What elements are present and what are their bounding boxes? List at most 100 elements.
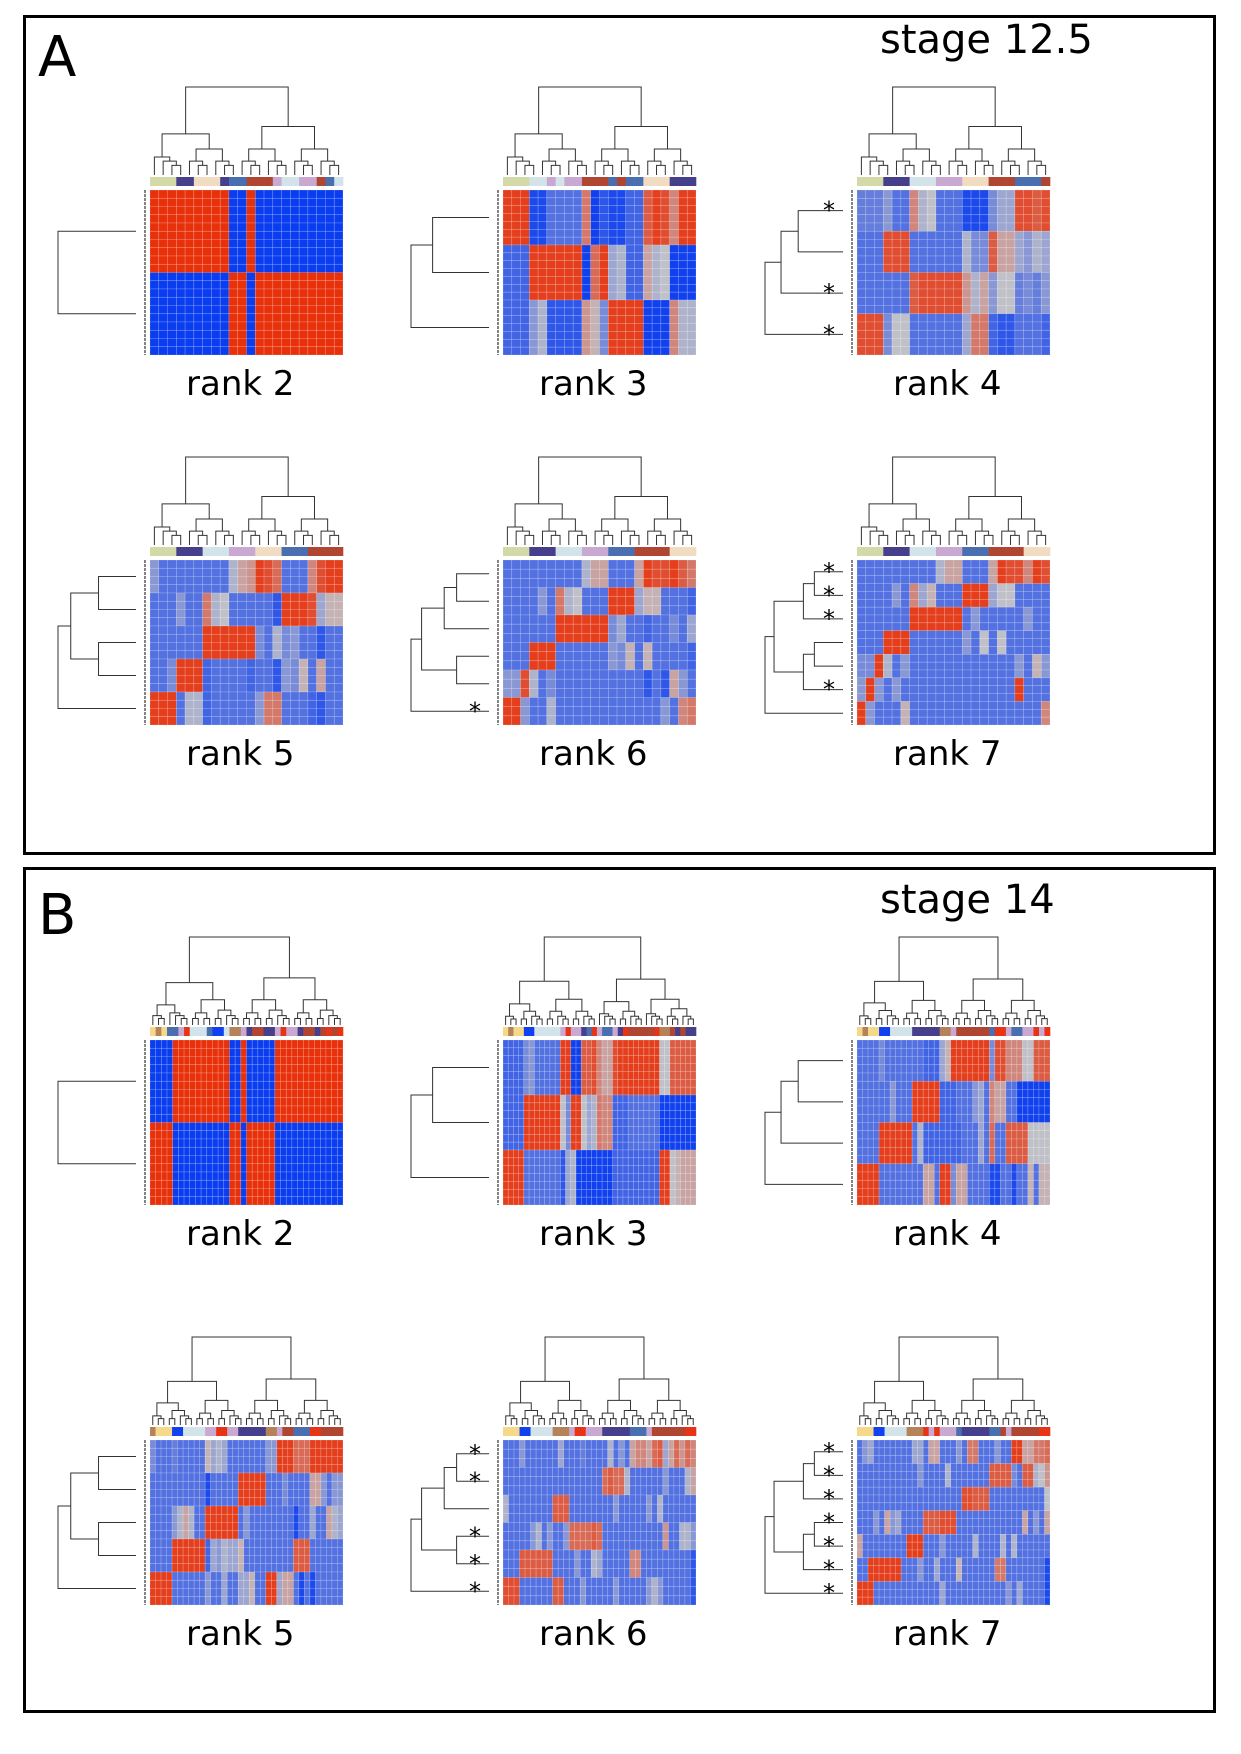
heatmap-cell [856,346,867,356]
heatmap-cell [325,222,335,232]
dendrogram-branch [941,1018,949,1025]
heatmap-cell [251,1188,259,1198]
annotation-cell [314,1027,321,1036]
heatmap-cell [1005,661,1016,671]
heatmap-cell [686,559,697,570]
heatmap-cell [555,596,565,607]
heatmap-cell [307,214,317,224]
heatmap-cell [572,252,583,262]
heatmap-cell [564,559,574,570]
heatmap-cell [690,1071,697,1080]
heatmap-cell [549,1047,556,1057]
heatmap-cell [298,222,309,232]
heatmap-cell [161,1122,168,1132]
heatmap-cell [325,1122,332,1132]
heatmap-cell [900,1056,907,1066]
heatmap-cell [195,1047,202,1057]
heatmap-cell [254,617,265,627]
heatmap-cell [664,1055,671,1064]
heatmap-cell [234,1064,242,1074]
heatmap-cell [333,642,344,652]
heatmap-cell [883,669,893,679]
heatmap-cell [678,331,688,340]
heatmap-cell [202,239,212,249]
heatmap-cell [529,228,539,238]
heatmap-cell [513,1094,519,1104]
heatmap-cell [307,642,317,652]
heatmap-cell [643,189,653,199]
heatmap-cell [184,272,195,282]
heatmap-cell [290,559,300,569]
heatmap-cell [944,189,954,199]
heatmap-cell [1027,1064,1034,1074]
heatmap-cell [228,206,239,216]
heatmap-cell [918,189,928,199]
dendrogram-branch [241,530,256,545]
annotation-cell [202,177,212,186]
heatmap-cell [1032,701,1042,710]
heatmap-cell [281,288,291,298]
heatmap-cell [1005,622,1016,632]
heatmap-cell [933,1105,941,1115]
heatmap-cell [669,678,679,689]
heatmap-cell [596,1078,603,1088]
heatmap-cell [537,260,548,269]
heatmap-cell [581,236,592,246]
heatmap-cell [223,1064,230,1074]
heatmap-cell [961,701,972,710]
heatmap-cell [307,567,317,577]
heatmap-cell [272,683,282,693]
heatmap-cell [167,592,177,602]
heatmap-cell [537,660,548,671]
heatmap-cell [523,1094,530,1104]
heatmap-cell [183,1155,191,1165]
heatmap-cell [686,605,697,616]
heatmap-cell [856,280,867,290]
heatmap-cell [601,1047,608,1057]
heatmap-cell [325,1056,332,1066]
heatmap-cell [554,1181,561,1190]
heatmap-cell [337,1047,344,1057]
heatmap-cell [883,653,893,663]
heatmap-cell [601,1157,608,1167]
heatmap-cell [575,1063,582,1072]
heatmap-cell [539,1181,546,1190]
heatmap-cell [961,693,972,702]
annotation-cell [195,1027,202,1036]
heatmap-cell [856,1047,863,1057]
heatmap-cell [891,280,902,290]
annotation-cell [945,1027,952,1036]
heatmap-cell [961,606,972,616]
dendrogram-branch [653,148,682,162]
heatmap-cell [953,598,963,608]
heatmap-cell [686,291,697,301]
heatmap-cell [507,1078,514,1088]
heatmap-cell [953,313,963,323]
heatmap-cell [297,1080,304,1090]
heatmap-cell [939,1097,946,1107]
heatmap-cell [633,1157,639,1167]
heatmap-cell [926,230,937,240]
heatmap-cell [529,706,539,717]
heatmap-cell [653,1173,660,1182]
heatmap-cell [669,276,679,285]
heatmap-cell [935,638,946,647]
heatmap-cell [246,600,256,610]
heatmap-cell [616,244,627,254]
heatmap-cell [172,1089,179,1099]
heatmap-cell [564,578,574,588]
heatmap-cell [889,1097,896,1107]
heatmap-cell [202,609,212,619]
heatmap-cell [240,1113,247,1123]
heatmap-cell [659,1078,666,1088]
heatmap-cell [285,1064,293,1074]
heatmap-cell [254,206,265,216]
heatmap-cell [622,1188,629,1198]
heatmap-cell [988,669,998,679]
dendrogram-branch [70,592,99,660]
heatmap-cell [523,1118,530,1127]
heatmap-cell [909,346,919,356]
heatmap-cell [539,1165,546,1174]
heatmap-cell [891,329,902,339]
heatmap-cell [607,307,618,317]
